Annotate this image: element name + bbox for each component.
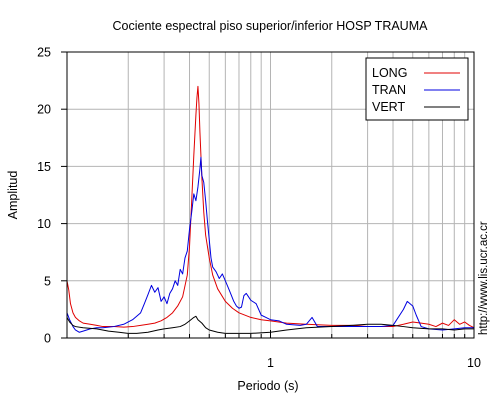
y-tick-label: 25 xyxy=(37,46,51,60)
series-group xyxy=(66,85,475,334)
y-axis-ticks: 0 5 10 15 20 25 xyxy=(37,46,67,346)
y-axis-label: Amplitud xyxy=(6,171,20,220)
x-axis-ticks: 1 10 xyxy=(66,330,481,370)
y-tick-label: 0 xyxy=(44,332,51,346)
x-tick-label: 1 xyxy=(267,356,274,370)
y-tick-label: 15 xyxy=(37,160,51,174)
legend: LONG TRAN VERT xyxy=(365,57,469,121)
y-tick-label: 20 xyxy=(37,103,51,117)
source-url: http://www.lis.ucr.ac.cr xyxy=(478,221,490,335)
y-tick-label: 10 xyxy=(37,217,51,231)
x-axis-label: Periodo (s) xyxy=(237,379,298,393)
legend-box xyxy=(365,57,469,121)
series-line-vert xyxy=(66,315,474,334)
chart-title: Cociente espectral piso superior/inferio… xyxy=(113,19,429,33)
legend-label-vert: VERT xyxy=(372,100,405,114)
x-tick-label: 10 xyxy=(467,356,481,370)
y-tick-label: 5 xyxy=(44,274,51,288)
legend-label-tran: TRAN xyxy=(372,83,406,97)
series-line-tran xyxy=(66,156,474,333)
legend-label-long: LONG xyxy=(372,66,407,80)
